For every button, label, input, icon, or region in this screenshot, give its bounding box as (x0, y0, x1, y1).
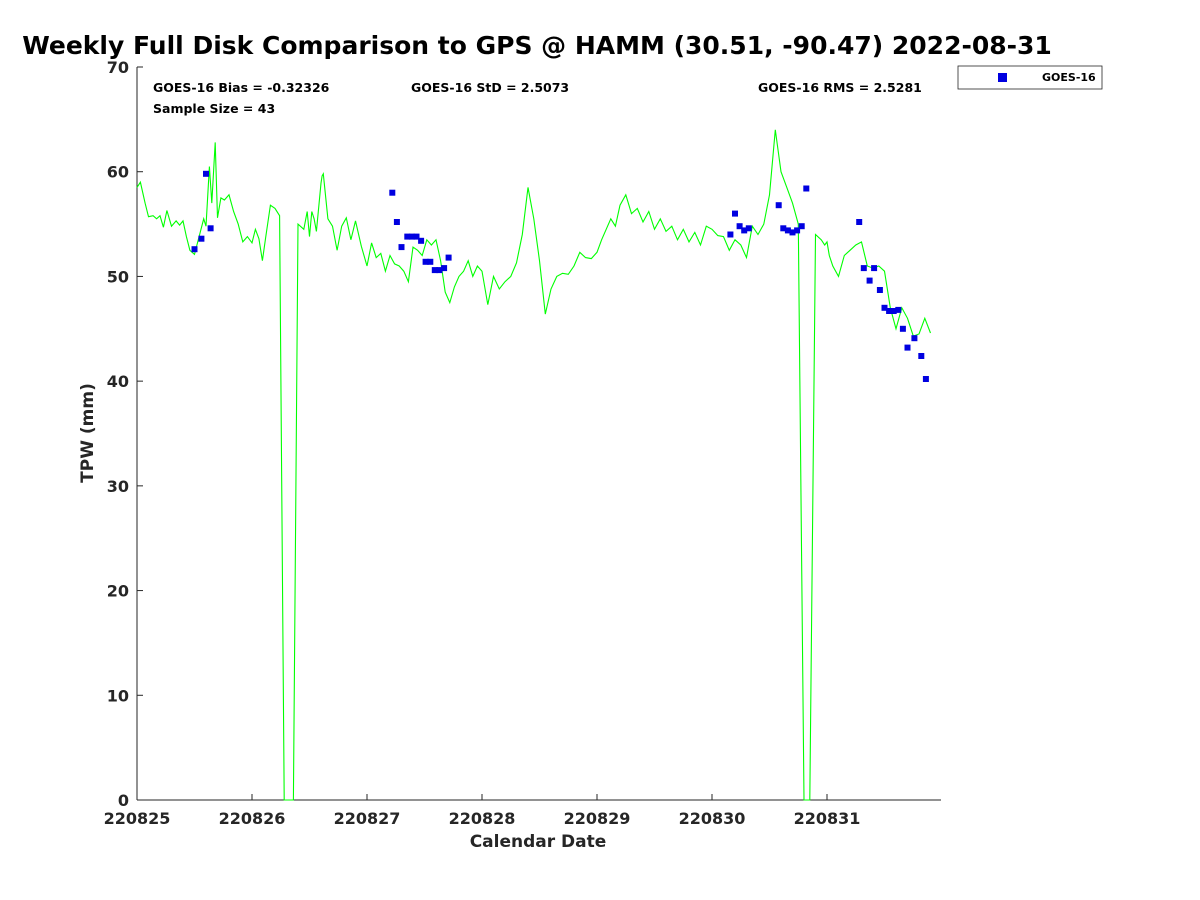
goes16-point (727, 231, 734, 238)
goes16-point (418, 237, 425, 244)
x-tick-label: 220825 (104, 809, 171, 828)
sample-size-stat: Sample Size = 43 (153, 101, 275, 116)
y-tick-label: 50 (107, 267, 129, 286)
y-tick-label: 20 (107, 582, 129, 601)
goes16-point (393, 219, 400, 225)
chart-title: Weekly Full Disk Comparison to GPS @ HAM… (22, 31, 1052, 60)
goes16-series-points (191, 170, 929, 382)
goes16-point (789, 229, 796, 236)
goes16-point (427, 258, 434, 265)
y-tick-label: 70 (107, 58, 129, 77)
goes16-point (856, 219, 863, 225)
goes16-point (445, 254, 452, 261)
goes16-point (745, 225, 752, 232)
x-ticks: 220825 220826 220827 220828 220829 220830 2208… (104, 794, 861, 828)
y-tick-label: 0 (118, 791, 129, 810)
goes16-point (876, 287, 883, 293)
legend-marker (998, 73, 1007, 82)
goes16-point (408, 233, 415, 240)
goes16-point (198, 235, 205, 242)
goes16-point (784, 227, 791, 234)
goes16-point (207, 225, 214, 232)
y-tick-label: 60 (107, 163, 129, 182)
goes16-point (431, 267, 438, 274)
y-axis-label: TPW (mm) (78, 383, 98, 483)
goes16-point (798, 223, 805, 230)
x-tick-label: 220830 (679, 809, 746, 828)
goes16-point (736, 223, 743, 230)
x-tick-label: 220828 (449, 809, 516, 828)
goes16-point (436, 267, 443, 274)
goes16-point (780, 225, 787, 232)
x-tick-label: 220826 (219, 809, 286, 828)
y-tick-label: 40 (107, 372, 129, 391)
y-tick-label: 10 (107, 686, 129, 705)
goes16-point (422, 258, 429, 265)
x-tick-label: 220829 (564, 809, 631, 828)
goes16-point (803, 185, 810, 192)
goes16-point (404, 233, 411, 240)
goes16-point (886, 308, 893, 314)
goes16-point (866, 277, 873, 284)
goes16-point (890, 308, 897, 314)
legend-box (957, 65, 1103, 90)
goes16-point (871, 265, 878, 272)
goes16-point (775, 202, 782, 209)
x-tick-label: 220827 (334, 809, 401, 828)
goes16-point (881, 304, 888, 311)
goes16-point (918, 353, 925, 359)
legend: GOES-16 (957, 65, 1103, 90)
goes16-point (203, 170, 209, 177)
goes16-point (895, 306, 902, 313)
goes16-point (860, 265, 867, 272)
goes16-point (922, 376, 929, 382)
y-ticks: 0 10 20 30 40 50 60 70 (107, 58, 143, 810)
std-stat: GOES-16 StD = 2.5073 (411, 80, 569, 95)
y-tick-label: 30 (107, 477, 129, 496)
goes16-point (732, 210, 738, 217)
goes16-point (911, 335, 918, 342)
goes16-point (441, 265, 448, 272)
plot-area: 0 10 20 30 40 50 60 70 220825 220826 220827 220828… (104, 58, 941, 828)
gps-series-line (136, 129, 932, 801)
goes16-point (389, 189, 396, 196)
goes16-point (191, 246, 198, 253)
goes16-point (904, 344, 911, 351)
rms-stat: GOES-16 RMS = 2.5281 (758, 80, 922, 95)
goes16-point (398, 244, 405, 251)
legend-label: GOES-16 (1042, 71, 1096, 84)
goes16-point (413, 233, 420, 240)
goes16-point (899, 325, 906, 332)
goes16-point (794, 227, 801, 234)
goes16-point (741, 227, 748, 234)
x-tick-label: 220831 (794, 809, 861, 828)
x-axis-label: Calendar Date (470, 832, 607, 852)
bias-stat: GOES-16 Bias = -0.32326 (153, 80, 330, 95)
